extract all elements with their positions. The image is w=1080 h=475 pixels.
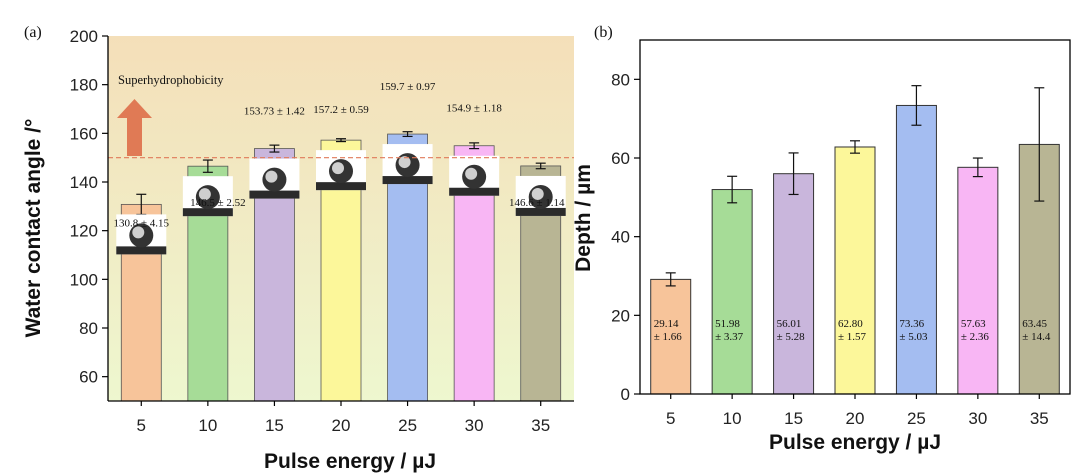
data-label-depth-value-20: 62.80	[838, 318, 863, 330]
x-tick-label-b-20: 20	[846, 409, 865, 428]
error-bar-depth-20	[850, 140, 860, 154]
x-tick-label-b-15: 15	[784, 409, 803, 428]
x-tick-label-b-30: 30	[968, 409, 987, 428]
bar-depth-5	[650, 278, 692, 395]
droplet-photo-35	[515, 175, 566, 216]
bar-depth-30	[957, 166, 999, 395]
y-tick-label-b-40: 40	[611, 228, 630, 247]
error-bar-depth-5	[665, 272, 676, 287]
superhydrophobicity-arrow-icon	[117, 99, 152, 156]
data-label-depth-error-10: ± 3.37	[715, 331, 744, 343]
data-label-depth-value-30: 57.63	[961, 318, 986, 330]
panel-a-label: (a)	[24, 24, 42, 41]
data-label-depth-error-5: ± 1.66	[654, 331, 683, 343]
y-tick-label-a-120: 120	[70, 222, 98, 241]
superhydrophobicity-annotation: Superhydrophobicity	[118, 73, 224, 87]
x-tick-label-b-35: 35	[1030, 409, 1049, 428]
panel-a-x-axis-title: Pulse energy / µJ	[264, 450, 436, 473]
data-label-depth-value-10: 51.98	[715, 318, 740, 330]
bar-depth-20	[834, 146, 876, 395]
data-label-depth-value-5: 29.14	[654, 318, 679, 330]
data-label-depth-error-25: ± 5.03	[899, 331, 928, 343]
y-tick-label-a-80: 80	[79, 319, 98, 338]
x-tick-label-a-30: 30	[465, 416, 484, 435]
panel-b-x-axis-title: Pulse energy / µJ	[769, 431, 941, 454]
data-label-contact-angle-15: 153.73 ± 1.42	[244, 106, 305, 118]
error-bar-contact-angle-20	[336, 138, 346, 143]
y-tick-label-a-160: 160	[70, 124, 98, 143]
panel-b-label: (b)	[594, 24, 613, 41]
y-tick-label-a-60: 60	[79, 368, 98, 387]
droplet-photo-15	[249, 158, 300, 199]
data-label-depth-error-35: ± 14.4	[1022, 331, 1051, 343]
data-label-depth-error-20: ± 1.57	[838, 331, 867, 343]
error-bar-depth-15	[788, 152, 799, 196]
data-label-contact-angle-5: 130.8 ± 4.15	[114, 217, 170, 229]
x-tick-label-a-35: 35	[531, 416, 550, 435]
error-bar-contact-angle-30	[469, 142, 480, 150]
panel-a-y-axis-title: Water contact angle /°	[22, 119, 45, 338]
droplet-photo-5	[116, 214, 167, 255]
y-tick-label-b-20: 20	[611, 306, 630, 325]
x-tick-label-b-10: 10	[723, 409, 742, 428]
x-tick-label-b-5: 5	[666, 409, 675, 428]
y-tick-label-a-100: 100	[70, 270, 98, 289]
data-label-depth-value-15: 56.01	[777, 318, 802, 330]
x-tick-label-a-20: 20	[332, 416, 351, 435]
data-label-contact-angle-20: 157.2 ± 0.59	[313, 104, 369, 116]
droplet-photo-30	[449, 155, 500, 196]
droplet-photo-25	[382, 144, 433, 185]
error-bar-contact-angle-15	[269, 144, 280, 153]
y-tick-label-b-80: 80	[611, 70, 630, 89]
data-label-depth-value-35: 63.45	[1022, 318, 1047, 330]
data-label-contact-angle-25: 159.7 ± 0.97	[380, 81, 436, 93]
bar-depth-25	[895, 104, 937, 395]
bar-depth-10	[711, 189, 753, 395]
panel-a-contact-angle-chart: 130.8 ± 4.15 146.5 ± 2.52 153.73 ± 1.42 157…	[22, 24, 574, 473]
data-label-contact-angle-35: 146.6 ± 1.14	[509, 197, 565, 209]
data-label-contact-angle-30: 154.9 ± 1.18	[446, 103, 502, 115]
x-tick-label-a-25: 25	[398, 416, 417, 435]
data-label-contact-angle-10: 146.5 ± 2.52	[190, 197, 246, 209]
x-tick-label-a-5: 5	[137, 416, 146, 435]
bar-depth-15	[773, 173, 815, 395]
droplet-photo-20	[316, 150, 366, 191]
x-tick-label-a-15: 15	[265, 416, 284, 435]
error-bar-depth-35	[1034, 87, 1045, 202]
droplet-photo-10	[182, 176, 233, 217]
error-bar-depth-25	[911, 85, 922, 126]
data-label-depth-error-30: ± 2.36	[961, 331, 990, 343]
error-bar-depth-30	[972, 157, 983, 178]
x-tick-label-a-10: 10	[198, 416, 217, 435]
y-tick-label-a-200: 200	[70, 27, 98, 46]
error-bar-contact-angle-10	[202, 159, 213, 173]
error-bar-contact-angle-35	[535, 162, 546, 170]
y-tick-label-a-180: 180	[70, 76, 98, 95]
y-tick-label-b-0: 0	[621, 385, 630, 404]
error-bar-contact-angle-25	[402, 131, 413, 138]
data-label-depth-value-25: 73.36	[899, 318, 924, 330]
data-label-depth-error-15: ± 5.28	[777, 331, 806, 343]
error-bar-depth-10	[727, 175, 738, 204]
y-tick-label-a-140: 140	[70, 173, 98, 192]
panel-b-y-axis-title: Depth / µm	[572, 164, 595, 272]
x-tick-label-b-25: 25	[907, 409, 926, 428]
y-tick-label-b-60: 60	[611, 149, 630, 168]
